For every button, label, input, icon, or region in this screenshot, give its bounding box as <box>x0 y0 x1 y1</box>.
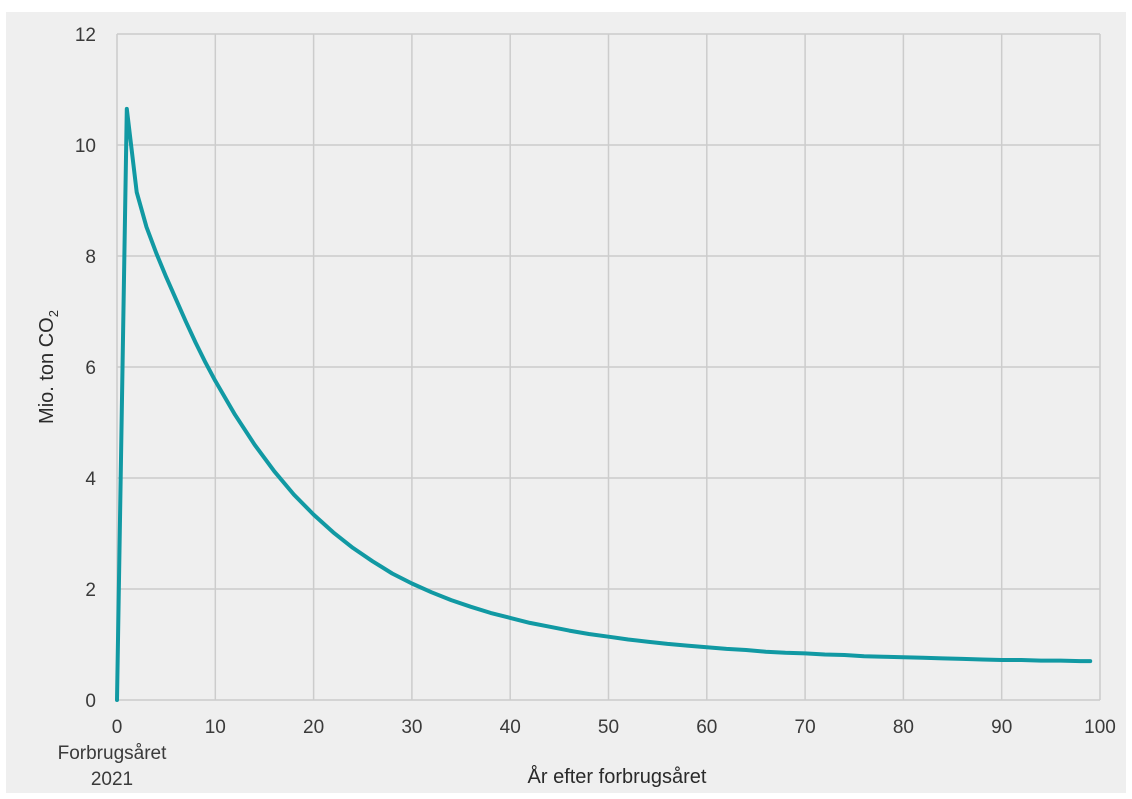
y-tick-label: 8 <box>85 247 96 268</box>
chart-panel: 0 2 4 6 8 10 12 0 10 20 30 40 50 60 70 80 90 100 Forbrugs… <box>6 12 1126 793</box>
x-tick-label: 80 <box>893 717 914 738</box>
x-origin-label-line2: 2021 <box>91 769 133 790</box>
y-tick-label: 10 <box>75 136 96 157</box>
x-tick-label: 10 <box>205 717 226 738</box>
line-chart: 0 2 4 6 8 10 12 0 10 20 30 40 50 60 70 80 90 100 Forbrugs… <box>36 25 1116 790</box>
x-tick-label: 0 <box>112 717 123 738</box>
x-tick-label: 30 <box>401 717 422 738</box>
x-tick-label: 100 <box>1084 717 1116 738</box>
y-tick-label: 12 <box>75 25 96 46</box>
x-tick-label: 40 <box>500 717 521 738</box>
tick-labels: 0 2 4 6 8 10 12 0 10 20 30 40 50 60 70 80 90 100 <box>75 25 1116 738</box>
y-axis-title-subscript: 2 <box>46 310 61 317</box>
x-origin-label-line1: Forbrugsåret <box>58 743 167 764</box>
y-tick-label: 6 <box>85 358 96 379</box>
grid <box>116 33 1101 701</box>
x-axis-title: År efter forbrugsåret <box>528 765 707 788</box>
y-tick-label: 4 <box>85 469 96 490</box>
x-tick-label: 50 <box>598 717 619 738</box>
x-tick-label: 20 <box>303 717 324 738</box>
x-tick-label: 90 <box>991 717 1012 738</box>
series-layer <box>115 106 1093 702</box>
x-tick-label: 60 <box>696 717 717 738</box>
y-tick-label: 2 <box>85 580 96 601</box>
series-line <box>115 106 1093 702</box>
y-axis-title: Mio. ton CO2 <box>36 310 61 424</box>
y-tick-label: 0 <box>85 691 96 712</box>
y-axis-title-main: Mio. ton CO <box>36 317 58 424</box>
x-tick-label: 70 <box>795 717 816 738</box>
